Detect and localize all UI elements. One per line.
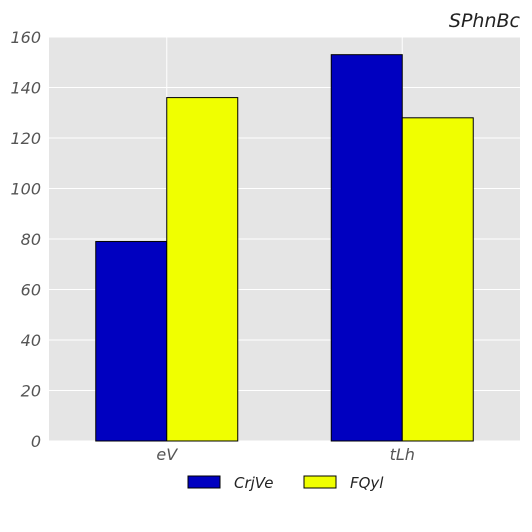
y-tick-label: 140 [10,79,41,98]
legend-label: CrjVe [234,474,273,492]
y-tick-label: 60 [21,281,41,300]
y-tick-label: 120 [10,129,41,148]
legend: CrjVe FQyl [187,474,384,492]
y-tick-label: 80 [21,230,41,249]
legend-swatch [187,475,221,489]
legend-label: FQyl [350,474,384,492]
legend-swatch [303,475,337,489]
y-tick-label: 100 [10,180,41,199]
bar-FQyl-tLh [401,117,474,442]
y-axis-ticks: 0 20 40 60 80 100 120 140 160 [10,28,41,451]
chart-title: SPhnBc [449,10,521,32]
bar-CrjVe-eV [95,241,168,442]
y-tick-label: 160 [10,28,41,47]
y-tick-label: 20 [21,382,41,401]
y-tick-label: 40 [21,331,41,350]
bar-CrjVe-tLh [330,54,403,442]
bar-FQyl-eV [166,97,239,442]
x-tick-label: tLh [390,445,415,464]
x-tick-label: eV [156,445,178,464]
y-tick-label: 0 [31,432,41,451]
x-axis-ticks: eV tLh [156,445,415,464]
bars [95,54,474,442]
